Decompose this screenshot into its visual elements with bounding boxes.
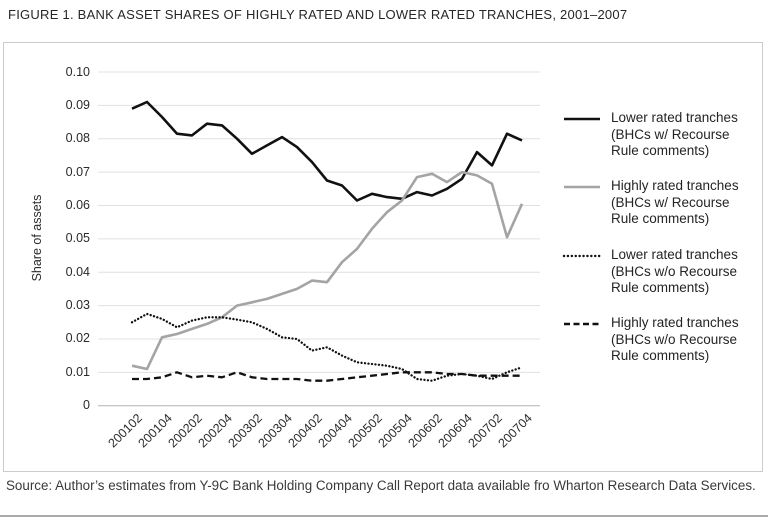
y-tick-label: 0 (83, 398, 90, 413)
y-tick-label: 0.01 (65, 364, 90, 379)
legend-label-lower-rated-wo-recourse: Lower rated tranches (BHCs w/o Recourse … (611, 247, 738, 295)
y-axis-title: Share of assets (30, 194, 44, 282)
highly-rated-w-recourse-line (131, 170, 524, 371)
y-tick-label: 0.03 (65, 298, 90, 313)
legend-label-lower-rated-w-recourse: Lower rated tranches (BHCs w/ Recourse R… (611, 110, 738, 158)
y-tick-label: 0.02 (65, 331, 90, 346)
lower-rated-w-recourse-line (131, 100, 523, 202)
highly-rated-w-recourse-legend-swatch (564, 185, 600, 189)
legend-label-highly-rated-wo-recourse: Highly rated tranches (BHCs w/o Recourse… (611, 315, 739, 363)
lower-rated-wo-recourse-legend-swatch (562, 254, 602, 258)
lower-rated-w-recourse-legend-swatch (564, 117, 600, 121)
gridlines (98, 71, 540, 407)
legend-item-highly-rated-w-recourse: Highly rated tranches (BHCs w/ Recourse … (562, 178, 768, 228)
y-tick-label: 0.10 (65, 64, 90, 79)
y-tick-label: 0.04 (65, 264, 90, 279)
y-tick-label: 0.09 (65, 97, 90, 112)
highly-rated-wo-recourse-legend-swatch (564, 322, 600, 326)
chart-frame (3, 42, 763, 472)
source-note: Source: Author’s estimates from Y-9C Ban… (6, 478, 756, 493)
y-tick-label: 0.06 (65, 197, 90, 212)
legend-item-lower-rated-w-recourse: Lower rated tranches (BHCs w/ Recourse R… (562, 110, 768, 160)
legend-item-lower-rated-wo-recourse: Lower rated tranches (BHCs w/o Recourse … (562, 247, 768, 297)
highly-rated-wo-recourse-line (132, 371, 522, 382)
series-lines (130, 100, 524, 382)
y-tick-label: 0.05 (65, 231, 90, 246)
legend-label-highly-rated-w-recourse: Highly rated tranches (BHCs w/ Recourse … (611, 178, 739, 226)
lower-rated-wo-recourse-line (130, 312, 524, 382)
figure-title: FIGURE 1. BANK ASSET SHARES OF HIGHLY RA… (8, 7, 628, 22)
y-tick-label: 0.08 (65, 131, 90, 146)
legend-item-highly-rated-wo-recourse: Highly rated tranches (BHCs w/o Recourse… (562, 315, 768, 365)
bottom-divider (0, 515, 768, 517)
y-tick-label: 0.07 (65, 164, 90, 179)
